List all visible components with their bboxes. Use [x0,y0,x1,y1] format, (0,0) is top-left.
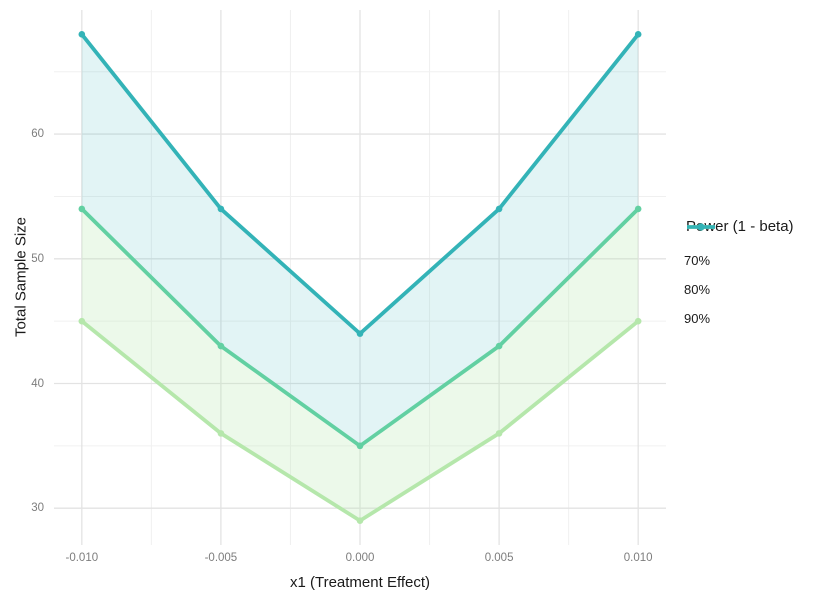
data-point-90% [634,31,642,38]
x-tick-label: 0.010 [623,552,653,564]
data-point-70% [217,430,225,437]
data-point-80% [495,342,503,350]
y-tick-label: 40 [31,377,44,390]
data-point-90% [217,205,225,213]
y-tick-label: 30 [31,502,44,515]
data-point-80% [356,442,364,450]
x-axis-title: x1 (Treatment Effect) [289,574,431,591]
data-point-80% [217,342,225,350]
data-point-90% [495,205,503,213]
x-tick-label: 0.005 [484,552,514,564]
data-point-80% [634,205,642,213]
data-point-70% [78,317,86,325]
legend-item-90%: 90% [684,223,834,327]
legend-title: Power (1 - beta) [686,218,794,235]
data-point-90% [78,31,86,38]
x-tick-label: -0.005 [204,552,238,564]
x-tick-label: -0.010 [65,552,99,564]
data-point-70% [634,317,642,325]
y-axis-title: Total Sample Size [12,216,30,338]
ribbon-fill [81,208,639,521]
data-point-70% [495,430,503,437]
data-point-90% [356,330,364,337]
legend-key-line-icon [687,223,715,231]
legend-item-label: 80% [684,281,711,297]
legend-item-label: 90% [684,310,711,326]
legend-item-label: 70% [684,252,711,268]
legend-items: 70% 80% 90% [684,223,834,327]
legend-item-80%: 80% [684,223,834,298]
y-tick-label: 50 [31,252,44,265]
y-tick-label: 60 [31,128,44,141]
legend-item-70%: 70% [684,223,834,269]
data-point-70% [356,517,364,524]
legend: Power (1 - beta) 70% 80% 90% [684,218,834,338]
data-point-80% [78,205,86,213]
x-tick-label: 0.000 [345,552,375,564]
